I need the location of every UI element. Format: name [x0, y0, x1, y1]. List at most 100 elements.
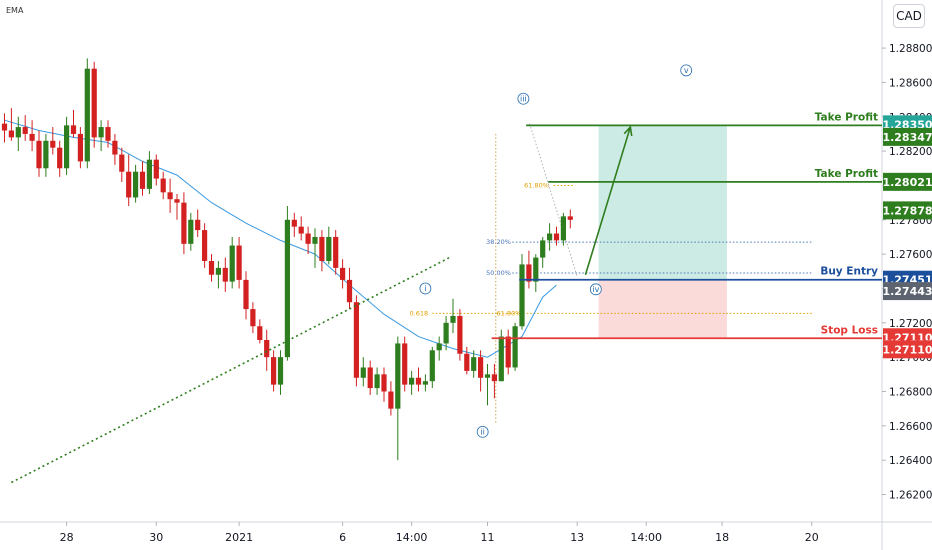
x-tick-label: 28 [60, 531, 74, 544]
candle-body [457, 315, 463, 354]
candle-body [257, 326, 263, 340]
candle-body [215, 267, 221, 275]
candlestick [464, 346, 470, 375]
candle-body [22, 127, 28, 134]
candlestick [277, 350, 284, 395]
currency-badge[interactable]: CAD [893, 4, 925, 28]
candle-body [277, 357, 284, 385]
candle-body [388, 391, 394, 409]
candlestick [326, 226, 332, 265]
candle-body [181, 202, 187, 244]
fib-label: 61.80% [524, 181, 549, 189]
ema-indicator-label[interactable]: EMA [6, 6, 24, 15]
candlestick [264, 329, 270, 371]
candle-body [91, 68, 97, 138]
candlestick [195, 209, 201, 237]
candlestick [70, 109, 77, 138]
candlestick [160, 171, 166, 200]
candlestick [512, 322, 518, 371]
candlestick [505, 329, 511, 375]
wave-label-circle [517, 92, 530, 105]
candle-body [119, 154, 125, 172]
candle-body [284, 219, 290, 358]
y-tick-label: 1.26400 [889, 455, 932, 467]
candle-body [298, 226, 304, 234]
candlestick [305, 226, 311, 255]
candlestick [22, 115, 28, 141]
candlestick [167, 178, 173, 213]
candlestick [236, 236, 242, 289]
candle-body [560, 216, 566, 241]
candlestick [422, 374, 428, 392]
price-tag-box [883, 172, 932, 191]
y-tick-label: 1.26200 [889, 490, 932, 502]
candle-body [326, 236, 332, 261]
candle-body [236, 245, 242, 280]
candle-body [409, 377, 415, 385]
candle-body [553, 233, 560, 241]
candlestick [50, 127, 56, 155]
y-tick-label: 1.28800 [889, 43, 932, 55]
ema-line [4, 119, 557, 358]
candlestick [36, 130, 42, 177]
candlestick [222, 257, 228, 292]
candle-body [153, 159, 159, 179]
level-label: Buy Entry [820, 266, 878, 278]
fib-label: 38.20% [486, 238, 511, 246]
candlestick [567, 209, 573, 229]
candlestick [126, 154, 132, 207]
candlestick [139, 161, 146, 196]
candle-body [395, 343, 401, 409]
candlestick [208, 254, 215, 282]
x-tick-label: 14:00 [396, 531, 428, 544]
candlestick [547, 223, 553, 251]
candle-body [243, 279, 249, 310]
projection-arrow [584, 126, 632, 275]
candlestick [436, 336, 442, 361]
price-tag: 1.28021 [882, 172, 932, 191]
candle-body [312, 236, 318, 244]
candlestick [450, 298, 456, 334]
candle-body [505, 336, 511, 368]
price-tag-box [883, 282, 932, 301]
candle-body [133, 171, 139, 198]
wave-label-circle [589, 283, 602, 296]
candlestick [333, 230, 339, 275]
candle-body [471, 357, 477, 371]
candle-body [346, 279, 353, 303]
candlestick [312, 228, 318, 268]
candle-body [498, 336, 504, 382]
x-tick-label: 18 [715, 531, 729, 544]
candle-body [319, 236, 325, 261]
price-tag-text: 1.27443 [882, 285, 932, 298]
candlestick [360, 357, 366, 387]
candlestick [43, 133, 49, 177]
candlestick [229, 236, 235, 289]
candle-body [174, 199, 180, 203]
candlestick [215, 261, 221, 289]
candle-body [360, 367, 366, 378]
y-tick-label: 1.26600 [889, 421, 932, 433]
candle-body [202, 230, 208, 261]
candlestick [353, 295, 359, 387]
candle-body [429, 350, 435, 382]
wave-label: ii [480, 427, 484, 436]
wave-label-circle [419, 282, 432, 295]
candlestick [340, 259, 346, 289]
price-tag: 1.27878 [882, 201, 932, 220]
candle-body [512, 326, 518, 368]
candle-body [146, 159, 152, 189]
candle-body [353, 302, 359, 378]
candlestick [374, 367, 380, 395]
price-tag-text: 1.27878 [882, 204, 932, 217]
candlestick [243, 271, 249, 320]
candle-body [126, 171, 132, 198]
price-tag-text: 1.27110 [882, 343, 932, 356]
y-tick-label: 1.28600 [889, 77, 932, 89]
candlestick [57, 140, 63, 177]
fib-label: 61.80% [497, 309, 522, 317]
candlestick [29, 120, 35, 152]
wave-label-circle [680, 64, 693, 77]
candlestick [540, 236, 546, 268]
